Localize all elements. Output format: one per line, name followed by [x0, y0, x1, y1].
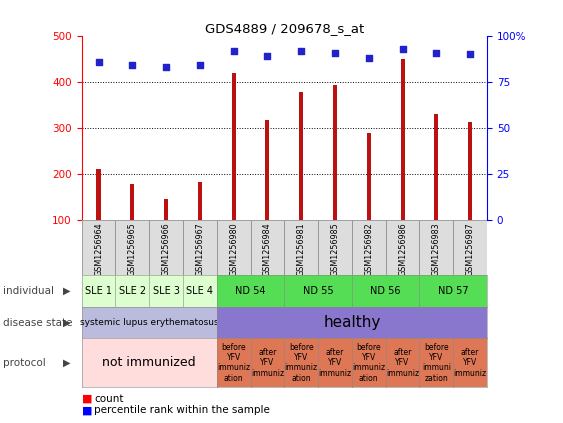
Text: individual: individual — [3, 286, 54, 296]
Point — [263, 53, 272, 60]
Text: ■: ■ — [82, 405, 92, 415]
Text: after
YFV
immuniz: after YFV immuniz — [251, 348, 284, 378]
Text: ND 55: ND 55 — [303, 286, 333, 296]
Text: after
YFV
immuniz: after YFV immuniz — [319, 348, 351, 378]
Text: systemic lupus erythematosus: systemic lupus erythematosus — [80, 318, 218, 327]
Bar — [217, 220, 251, 275]
Bar — [198, 182, 202, 220]
Text: ND 57: ND 57 — [438, 286, 468, 296]
Bar — [265, 120, 270, 220]
Bar — [149, 220, 183, 275]
Text: protocol: protocol — [3, 358, 46, 368]
Text: GSM1256965: GSM1256965 — [128, 222, 137, 277]
Text: SLE 4: SLE 4 — [186, 286, 213, 296]
Point — [195, 62, 204, 69]
Text: count: count — [94, 394, 123, 404]
Text: GSM1256985: GSM1256985 — [330, 222, 339, 277]
Text: percentile rank within the sample: percentile rank within the sample — [94, 405, 270, 415]
Text: GSM1256966: GSM1256966 — [162, 222, 171, 276]
Bar — [130, 184, 135, 220]
Bar — [231, 73, 236, 220]
Text: GSM1256984: GSM1256984 — [263, 222, 272, 276]
Bar — [96, 169, 101, 220]
Bar — [251, 220, 284, 275]
Point — [94, 58, 103, 65]
Text: GSM1256983: GSM1256983 — [432, 222, 441, 276]
Point — [297, 47, 306, 54]
Text: after
YFV
immuniz: after YFV immuniz — [386, 348, 419, 378]
Text: GSM1256967: GSM1256967 — [195, 222, 204, 277]
Text: GSM1256986: GSM1256986 — [398, 222, 407, 276]
Bar — [367, 132, 371, 220]
Bar — [386, 220, 419, 275]
Title: GDS4889 / 209678_s_at: GDS4889 / 209678_s_at — [205, 22, 364, 35]
Bar — [299, 92, 303, 220]
Text: SLE 1: SLE 1 — [85, 286, 112, 296]
Text: GSM1256981: GSM1256981 — [297, 222, 306, 276]
Point — [162, 64, 171, 71]
Text: GSM1256980: GSM1256980 — [229, 222, 238, 276]
Text: GSM1256964: GSM1256964 — [94, 222, 103, 276]
Text: ND 54: ND 54 — [235, 286, 266, 296]
Bar — [419, 220, 453, 275]
Text: GSM1256982: GSM1256982 — [364, 222, 373, 277]
Bar — [333, 85, 337, 220]
Text: ▶: ▶ — [62, 358, 70, 368]
Bar — [453, 220, 487, 275]
Text: before
YFV
immuniz
ation: before YFV immuniz ation — [217, 343, 250, 383]
Text: before
YFV
immuni
zation: before YFV immuni zation — [422, 343, 451, 383]
Text: ▶: ▶ — [62, 286, 70, 296]
Point — [229, 47, 238, 54]
Point — [398, 45, 407, 52]
Bar — [284, 220, 318, 275]
Text: ND 56: ND 56 — [370, 286, 401, 296]
Bar — [352, 220, 386, 275]
Bar — [82, 220, 115, 275]
Text: before
YFV
immuniz
ation: before YFV immuniz ation — [285, 343, 318, 383]
Text: not immunized: not immunized — [102, 356, 196, 369]
Bar — [400, 59, 405, 220]
Text: ■: ■ — [82, 394, 92, 404]
Bar — [434, 114, 439, 220]
Text: healthy: healthy — [323, 315, 381, 330]
Text: SLE 2: SLE 2 — [119, 286, 146, 296]
Bar — [164, 199, 168, 220]
Bar — [318, 220, 352, 275]
Bar — [115, 220, 149, 275]
Bar — [468, 122, 472, 220]
Text: after
YFV
immuniz: after YFV immuniz — [454, 348, 486, 378]
Point — [466, 51, 475, 58]
Text: SLE 3: SLE 3 — [153, 286, 180, 296]
Text: GSM1256987: GSM1256987 — [466, 222, 475, 277]
Text: before
YFV
immuniz
ation: before YFV immuniz ation — [352, 343, 385, 383]
Point — [364, 55, 373, 61]
Point — [432, 49, 441, 56]
Point — [128, 62, 137, 69]
Text: ▶: ▶ — [62, 318, 70, 327]
Point — [330, 49, 339, 56]
Text: disease state: disease state — [3, 318, 72, 327]
Bar — [183, 220, 217, 275]
